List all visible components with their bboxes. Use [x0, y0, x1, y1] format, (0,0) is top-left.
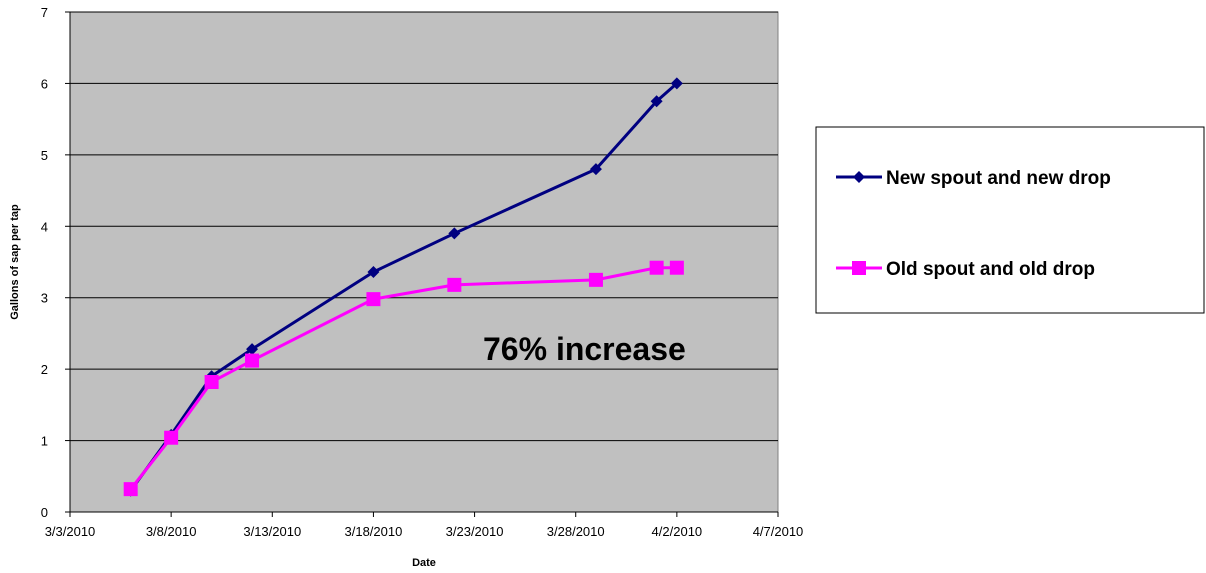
y-tick-label: 7: [41, 5, 48, 20]
legend-label: New spout and new drop: [886, 168, 1111, 189]
y-tick-label: 2: [41, 362, 48, 377]
x-tick-labels: 3/3/2010 3/8/2010 3/13/2010 3/18/2010 3/23/2…: [45, 512, 804, 539]
series-layer: [123, 77, 684, 497]
legend-items: New spout and new drop Old spout and old …: [836, 168, 1111, 280]
data-point: [650, 95, 663, 108]
legend-label: Old spout and old drop: [886, 259, 1095, 280]
legend: New spout and new drop Old spout and old …: [815, 126, 1205, 314]
data-point: [447, 277, 462, 292]
y-tick-label: 3: [41, 291, 48, 306]
legend-item: Old spout and old drop: [836, 259, 1095, 280]
x-tick-label: 3/13/2010: [243, 524, 301, 539]
y-axis-title: Gallons of sap per tap: [9, 204, 21, 320]
data-point: [164, 430, 179, 445]
x-tick-label: 3/18/2010: [345, 524, 403, 539]
y-tick-label: 0: [41, 505, 48, 520]
y-tick-label: 6: [41, 76, 48, 91]
y-tick-label: 5: [41, 148, 48, 163]
x-tick-label: 3/8/2010: [146, 524, 197, 539]
data-point: [448, 227, 461, 240]
x-tick-label: 3/28/2010: [547, 524, 605, 539]
data-point: [367, 266, 380, 278]
data-point: [204, 375, 219, 389]
data-point: [366, 292, 381, 307]
x-tick-label: 4/2/2010: [652, 524, 703, 539]
y-tick-labels: 0 1 2 3 4 5 6 7: [41, 5, 70, 520]
legend-marker: [852, 261, 866, 275]
legend-marker: [853, 171, 865, 183]
data-point: [246, 343, 259, 356]
axes: [69, 12, 778, 513]
y-tick-label: 1: [41, 434, 48, 449]
x-tick-label: 4/7/2010: [753, 524, 804, 539]
x-axis-title: Date: [412, 557, 436, 569]
legend-box: [815, 126, 1205, 314]
series-2: [123, 260, 684, 497]
increase-annotation: 76% increase: [483, 331, 686, 367]
x-tick-label: 3/23/2010: [446, 524, 504, 539]
data-point: [123, 482, 138, 497]
legend-item: New spout and new drop: [836, 168, 1111, 189]
data-point: [245, 353, 260, 368]
y-tick-label: 4: [41, 219, 48, 234]
data-point: [649, 260, 664, 275]
data-point: [669, 260, 684, 275]
grid-lines: [70, 11, 778, 442]
data-point: [670, 77, 683, 90]
data-point: [589, 163, 602, 176]
data-point: [588, 272, 603, 287]
x-tick-label: 3/3/2010: [45, 524, 96, 539]
